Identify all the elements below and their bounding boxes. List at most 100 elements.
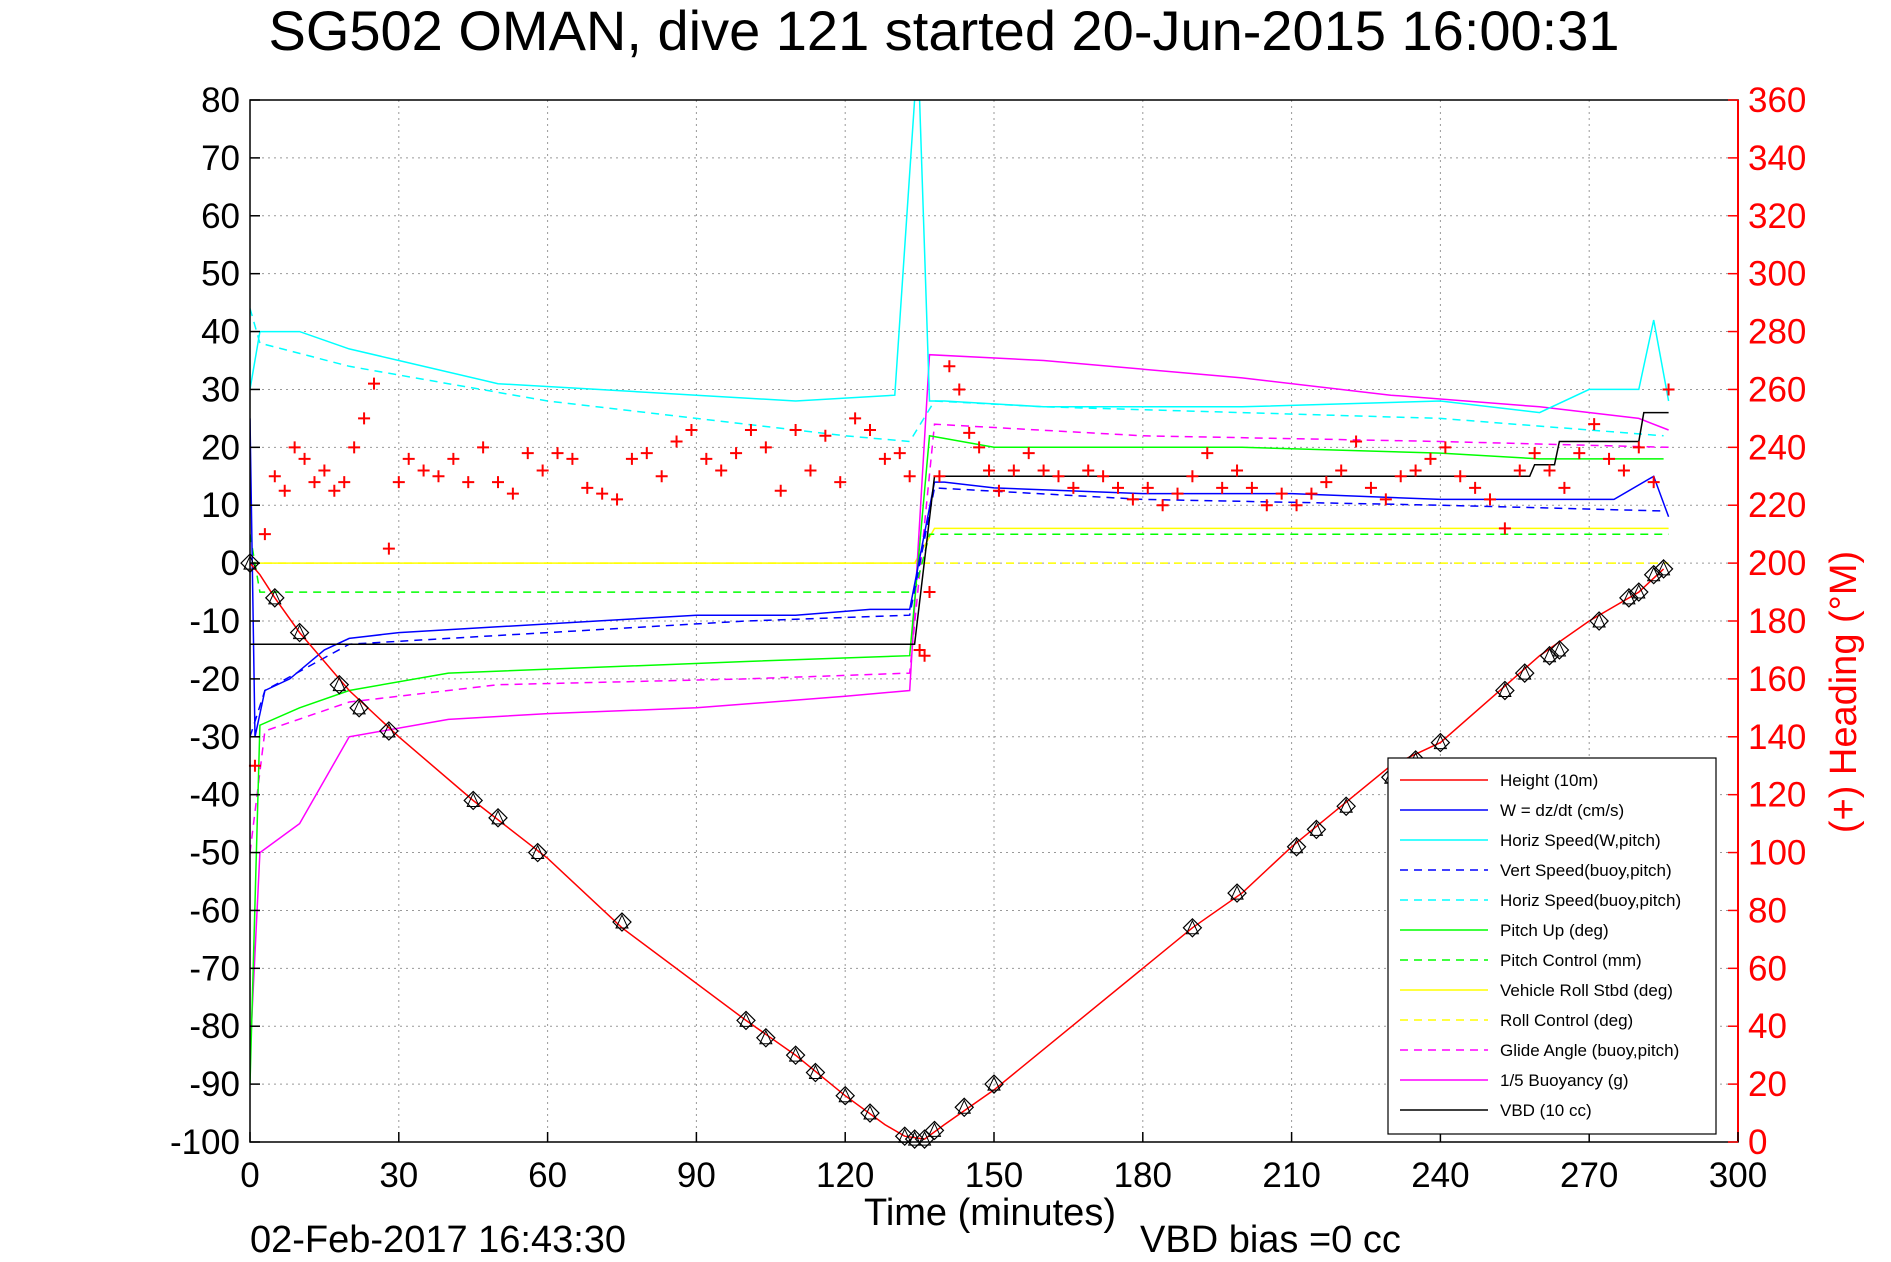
height-marker-triangle [927, 1122, 942, 1137]
height-markers [240, 553, 1674, 1149]
x-tick-label: 120 [816, 1156, 874, 1195]
heading-point [1484, 493, 1496, 506]
legend-entry-label: Horiz Speed(W,pitch) [1500, 831, 1661, 850]
x-tick-label: 60 [528, 1156, 567, 1195]
y-left-tick-label: -60 [189, 891, 240, 930]
legend-box [1387, 757, 1717, 1135]
y-left-tick-label: 30 [201, 370, 240, 409]
heading-point [358, 412, 371, 425]
legend-entry-label: VBD (10 cc) [1500, 1101, 1592, 1120]
legend-entry-label: 1/5 Buoyancy (g) [1500, 1071, 1629, 1090]
heading-point [1364, 481, 1377, 494]
height-marker-diamond [755, 1027, 776, 1048]
height-marker-diamond [612, 912, 632, 932]
y-left-tick-label: 50 [201, 255, 240, 294]
legend-entry-label: Roll Control (deg) [1500, 1011, 1633, 1030]
heading-point [670, 435, 683, 448]
heading-point [308, 476, 321, 489]
y-right-tick-label: 200 [1748, 544, 1806, 583]
height-marker-diamond [463, 790, 484, 811]
series-line-glide-angle-buoy-pitch [250, 423, 1669, 853]
x-axis-label: Time (minutes) [864, 1192, 1116, 1234]
heading-point [1617, 464, 1630, 477]
heading-point [1662, 383, 1675, 396]
height-marker-diamond [289, 622, 310, 643]
height-marker-diamond [1549, 640, 1570, 660]
heading-point [536, 464, 549, 477]
heading-point [1097, 470, 1110, 483]
height-marker-diamond [1628, 582, 1649, 602]
heading-point [462, 476, 475, 489]
heading-point [943, 360, 956, 373]
heading-point [744, 423, 757, 436]
heading-point [278, 484, 291, 497]
height-marker-diamond [1306, 819, 1327, 840]
legend-entry-label: Pitch Control (mm) [1500, 951, 1642, 970]
height-marker-diamond [835, 1085, 856, 1106]
heading-point [288, 441, 301, 454]
x-tick-label: 0 [240, 1156, 259, 1195]
heading-point [1007, 464, 1020, 477]
height-marker-diamond [924, 1120, 945, 1141]
heading-point [1603, 452, 1616, 465]
heading-point [1320, 476, 1333, 489]
heading-point [759, 441, 772, 454]
heading-point [318, 464, 331, 477]
heading-point [640, 447, 653, 460]
height-marker-triangle [808, 1064, 823, 1080]
y-right-tick-label: 160 [1748, 660, 1806, 699]
heading-point [1245, 481, 1258, 494]
y-right-tick-label: 0 [1748, 1123, 1767, 1162]
height-marker-triangle [1552, 641, 1567, 657]
height-marker-diamond [379, 721, 399, 741]
heading-point [1037, 464, 1050, 477]
heading-point [596, 487, 609, 500]
heading-point [268, 470, 281, 483]
heading-point [1454, 470, 1467, 483]
heading-point [774, 484, 787, 497]
height-marker-diamond [488, 807, 508, 828]
heading-point [1558, 481, 1571, 494]
y-right-tick-label: 280 [1748, 313, 1806, 352]
y-left-tick-label: -90 [189, 1065, 240, 1104]
legend-entry-label: Glide Angle (buoy,pitch) [1500, 1041, 1679, 1060]
height-marker-triangle [1185, 919, 1200, 935]
height-marker-triangle [1309, 821, 1324, 836]
heading-point [1260, 499, 1273, 512]
y-right-tick-label: 260 [1748, 370, 1806, 409]
height-marker-diamond [1653, 559, 1674, 579]
legend-entry-label: Vehicle Roll Stbd (deg) [1500, 981, 1673, 1000]
heading-point [1082, 464, 1095, 477]
height-marker-diamond [860, 1103, 880, 1123]
y-left-tick-label: 10 [201, 486, 240, 525]
heading-point [789, 423, 802, 436]
height-marker-triangle [1289, 838, 1304, 854]
height-marker-triangle [987, 1075, 1001, 1091]
legend-entry-label: Horiz Speed(buoy,pitch) [1500, 891, 1681, 910]
heading-point [432, 470, 445, 483]
height-marker-triangle [788, 1046, 803, 1062]
axis-ticks: 0 30 60 90 120 150 180 210 240 270 300807060504030… [170, 81, 1806, 1195]
y-right-tick-label: 20 [1748, 1065, 1787, 1104]
heading-point [298, 452, 311, 465]
height-marker-diamond [1619, 587, 1639, 608]
heading-point [1632, 441, 1645, 454]
y-right-tick-label: 220 [1748, 486, 1806, 525]
height-marker-triangle [1542, 647, 1557, 663]
legend-entry-label: W = dz/dt (cm/s) [1500, 801, 1624, 820]
height-marker-triangle [1498, 682, 1512, 697]
heading-point [1171, 487, 1184, 500]
heading-point [338, 476, 351, 489]
height-marker-triangle [759, 1029, 773, 1045]
height-marker-triangle [615, 913, 629, 929]
series-line-vbd-10-cc [250, 411, 1669, 645]
heading-point [1439, 441, 1452, 454]
heading-point [1647, 476, 1660, 489]
height-marker-triangle [530, 844, 545, 860]
heading-point [730, 447, 743, 460]
heading-point [715, 464, 728, 477]
y-right-tick-label: 360 [1748, 81, 1806, 120]
heading-point [849, 412, 862, 425]
height-marker-triangle [907, 1130, 922, 1146]
heading-point [1052, 470, 1065, 483]
